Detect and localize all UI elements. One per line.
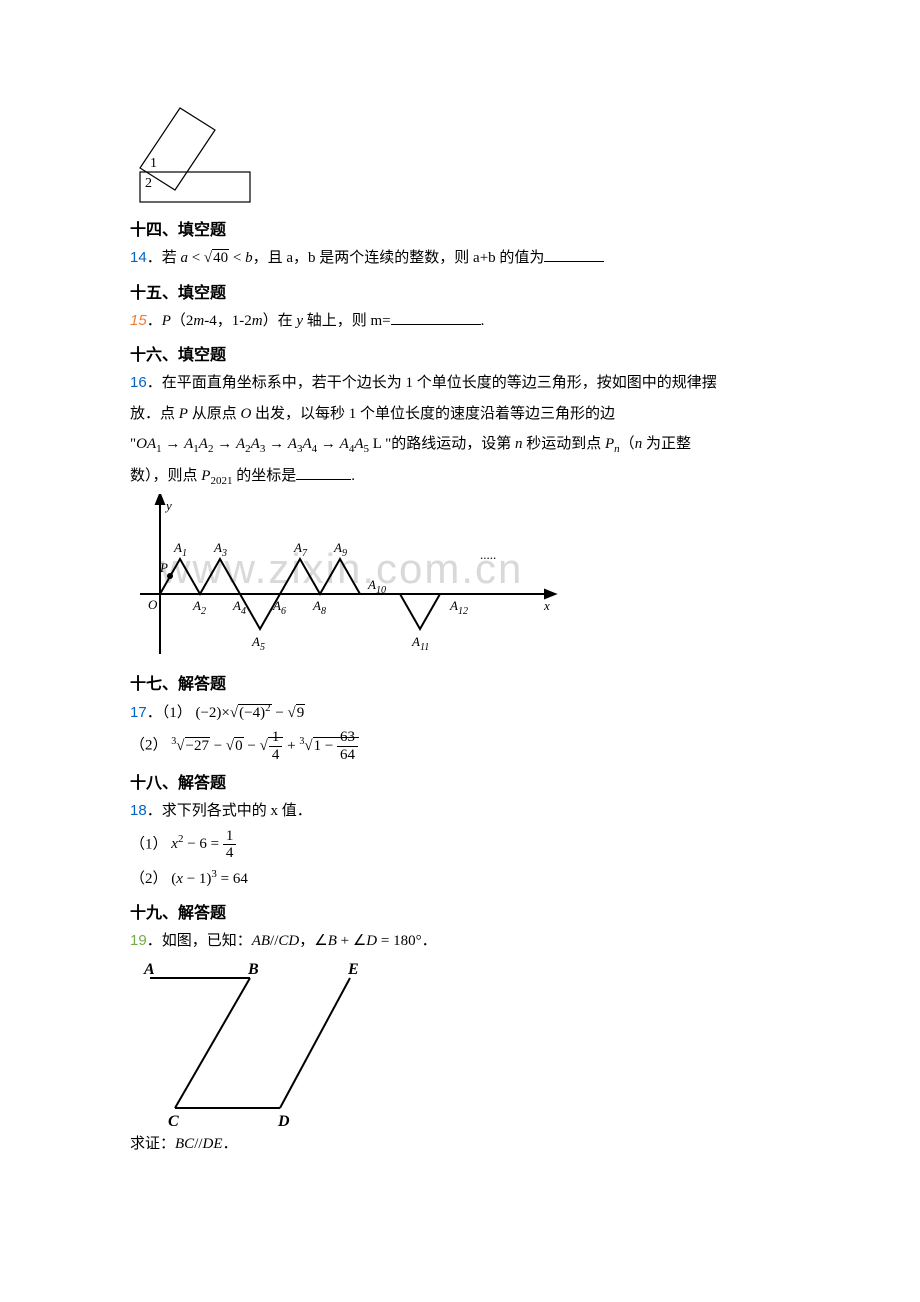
svg-text:A: A — [143, 961, 155, 978]
q16-line1: 16．在平面直角坐标系中，若干个边长为 1 个单位长度的等边三角形，按如图中的规… — [130, 369, 790, 398]
section-16-title: 十六、填空题 — [130, 341, 790, 365]
q18-stem: 18．求下列各式中的 x 值． — [130, 797, 790, 826]
q16-line4: 数），则点 P2021 的坐标是. — [130, 462, 790, 492]
q18-number: 18 — [130, 802, 147, 819]
q15-number: 15 — [130, 312, 147, 329]
q14-number: 14 — [130, 249, 147, 266]
svg-text:C: C — [168, 1113, 179, 1128]
section-14-title: 十四、填空题 — [130, 216, 790, 240]
q16-blank — [296, 465, 351, 480]
q14-line: 14．若 a < √40 < b，且 a，b 是两个连续的整数，则 a+b 的值… — [130, 244, 790, 273]
angle-2-label: 2 — [145, 176, 152, 191]
q18-part1: （1） x2 − 6 = 14 — [130, 828, 790, 862]
svg-text:A12: A12 — [449, 598, 468, 617]
q18-part2: （2） (x − 1)3 = 64 — [130, 864, 790, 894]
section-15-title: 十五、填空题 — [130, 279, 790, 303]
svg-text:A3: A3 — [213, 540, 227, 559]
q15-line: 15．P（2m-4，1-2m）在 y 轴上，则 m=. — [130, 307, 790, 336]
svg-text:P: P — [159, 560, 168, 575]
svg-text:A1: A1 — [173, 540, 187, 559]
q17-number: 17 — [130, 704, 147, 721]
svg-text:B: B — [247, 961, 259, 978]
svg-text:A7: A7 — [293, 540, 308, 559]
section-19-title: 十九、解答题 — [130, 899, 790, 923]
svg-text:A2: A2 — [192, 598, 206, 617]
q16-line3: "OA1 → A1A2 → A2A3 → A3A4 → A4A5 L "的路线运… — [130, 430, 790, 460]
section-17-title: 十七、解答题 — [130, 670, 790, 694]
angle-1-label: 1 — [150, 156, 157, 171]
q16-number: 16 — [130, 374, 147, 391]
q19-number: 19 — [130, 932, 147, 949]
q19-figure: A B E C D — [130, 958, 390, 1128]
svg-text:E: E — [347, 961, 359, 978]
svg-text:A11: A11 — [411, 634, 429, 653]
q17-line2: （2） 3√−27 − √0 − √14 + 3√1 − 6364 — [130, 729, 790, 763]
section-18-title: 十八、解答题 — [130, 769, 790, 793]
q13-figure: 1 2 — [130, 100, 260, 210]
svg-text:.....: ..... — [480, 547, 496, 562]
q15-blank — [391, 310, 481, 325]
svg-text:A6: A6 — [272, 598, 286, 617]
svg-text:y: y — [164, 498, 172, 513]
q14-blank — [544, 247, 604, 262]
svg-text:x: x — [543, 598, 550, 613]
origin-label: O — [148, 597, 158, 612]
q16-line2: 放．点 P 从原点 O 出发，以每秒 1 个单位长度的速度沿着等边三角形的边 — [130, 400, 790, 429]
q16-figure: y x O P A1 A2 A3 A4 A5 A6 A7 A8 A9 A10 A… — [130, 494, 560, 664]
svg-text:A9: A9 — [333, 540, 347, 559]
svg-text:A8: A8 — [312, 598, 326, 617]
q19-prove: 求证：BC//DE． — [130, 1130, 790, 1159]
svg-text:A5: A5 — [251, 634, 265, 653]
q19-line1: 19．如图，已知：AB//CD，∠B + ∠D = 180°． — [130, 927, 790, 956]
q17-line1: 17．（1） (−2)×√(−4)2 − √9 — [130, 698, 790, 728]
svg-text:D: D — [277, 1113, 290, 1128]
